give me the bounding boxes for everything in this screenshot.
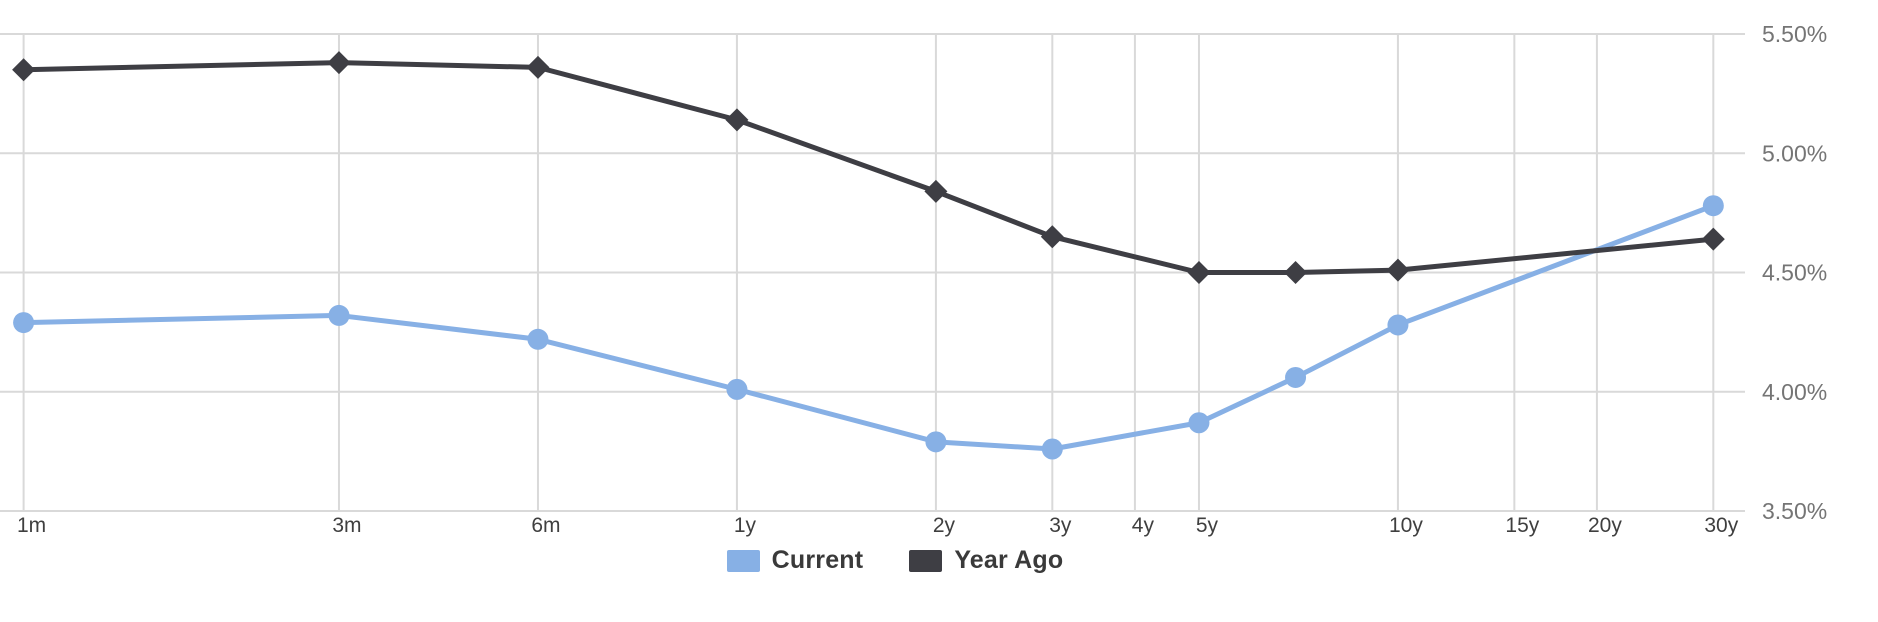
data-point-diamond-icon (1284, 261, 1308, 284)
data-point-circle-icon (527, 328, 549, 350)
current-series-swatch-icon (726, 549, 760, 572)
x-tick-label: 3m (332, 514, 361, 537)
y-tick-label: 4.50% (1762, 260, 1827, 286)
year-ago-series-swatch-icon (909, 549, 943, 572)
y-tick-label: 4.00% (1762, 379, 1827, 405)
data-point-diamond-icon (1386, 258, 1410, 282)
data-point-circle-icon (726, 378, 748, 400)
data-point-diamond-icon (1187, 261, 1211, 284)
y-tick-label: 5.50% (1762, 21, 1827, 47)
data-point-diamond-icon (526, 55, 550, 79)
data-point-circle-icon (925, 431, 947, 453)
data-point-circle-icon (1188, 412, 1210, 434)
legend-label-current: Current (771, 546, 864, 574)
data-point-circle-icon (13, 312, 35, 334)
data-point-circle-icon (1702, 195, 1724, 217)
x-tick-label: 4y (1132, 514, 1155, 537)
legend-item-current: Current (726, 546, 864, 575)
chart-legend: Current Year Ago (0, 546, 1790, 575)
y-tick-label: 5.00% (1762, 140, 1827, 166)
data-point-circle-icon (1285, 366, 1307, 388)
data-point-circle-icon (1387, 314, 1409, 336)
x-tick-label: 1m (17, 514, 46, 537)
x-tick-label: 30y (1704, 514, 1738, 537)
data-point-diamond-icon (1040, 225, 1064, 249)
x-tick-label: 1y (734, 514, 757, 537)
x-tick-label: 15y (1505, 514, 1539, 537)
series-line-current (21, 203, 1716, 452)
y-tick-label: 3.50% (1762, 498, 1827, 524)
x-tick-label: 10y (1389, 514, 1423, 537)
legend-item-year-ago: Year Ago (909, 546, 1063, 575)
x-tick-label: 5y (1196, 514, 1219, 537)
data-point-circle-icon (328, 304, 350, 326)
x-tick-label: 3y (1049, 514, 1072, 537)
x-tick-label: 20y (1588, 514, 1622, 537)
data-point-diamond-icon (1701, 227, 1725, 251)
data-point-diamond-icon (327, 51, 351, 75)
data-point-circle-icon (1041, 438, 1063, 460)
series-line-year-ago (21, 60, 1716, 275)
legend-label-year-ago: Year Ago (954, 546, 1064, 574)
x-tick-label: 2y (933, 514, 956, 537)
data-point-diamond-icon (924, 179, 948, 203)
x-tick-label: 6m (531, 514, 560, 537)
data-point-diamond-icon (12, 58, 36, 82)
data-point-diamond-icon (725, 108, 749, 132)
